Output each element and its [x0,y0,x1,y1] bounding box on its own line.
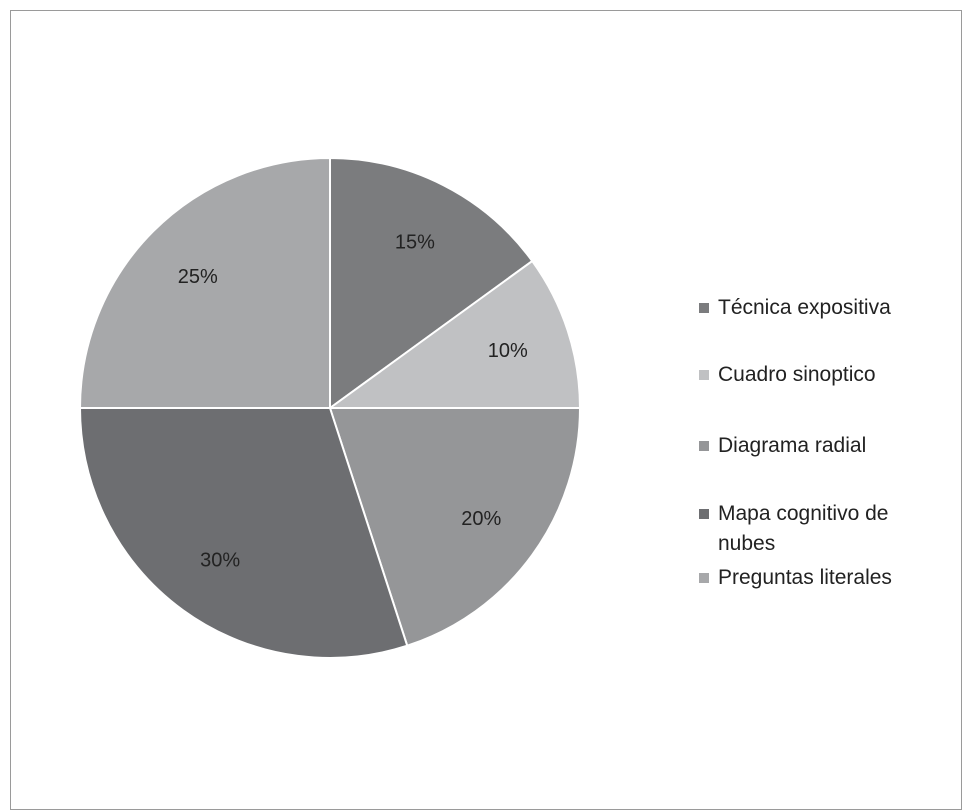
legend-label: Diagrama radial [718,434,867,457]
chart-frame: 15% 10% 20% 30% 25% Técnica expositiva Cuadr… [10,10,962,810]
pie-slice-mapa-cognitivo-de-nubes [78,407,409,659]
legend-label: Mapa cognitivo de nubes [718,502,889,555]
legend-label: Cuadro sinoptico [718,363,876,386]
legend-swatch-icon [699,303,709,313]
pie-slice-tecnica-expositiva [329,156,534,410]
data-label-mapa-cognitivo-de-nubes: 30% [200,549,240,571]
legend-swatch-icon [699,573,709,583]
data-label-diagrama-radial: 20% [461,508,501,530]
legend-item-diagrama-radial: Diagrama radial [699,431,949,461]
legend-item-tecnica-expositiva: Técnica expositiva [699,293,949,323]
pie-slice-preguntas-literales [78,156,331,409]
pie-slice-cuadro-sinoptico [326,259,582,409]
legend-item-mapa-cognitivo-de-nubes: Mapa cognitivo de nubes [699,499,949,559]
legend-label: Preguntas literales [718,566,892,589]
data-label-cuadro-sinoptico: 10% [488,340,528,362]
legend-item-preguntas-literales: Preguntas literales [699,563,949,593]
pie-slice-diagrama-radial [328,407,582,648]
legend-swatch-icon [699,441,709,451]
legend-swatch-icon [699,509,709,519]
legend-swatch-icon [699,370,709,380]
data-label-preguntas-literales: 25% [178,266,218,288]
data-label-tecnica-expositiva: 15% [395,231,435,253]
legend-item-cuadro-sinoptico: Cuadro sinoptico [699,360,949,390]
legend-label: Técnica expositiva [718,296,891,319]
pie-chart: 15% 10% 20% 30% 25% [78,156,582,659]
